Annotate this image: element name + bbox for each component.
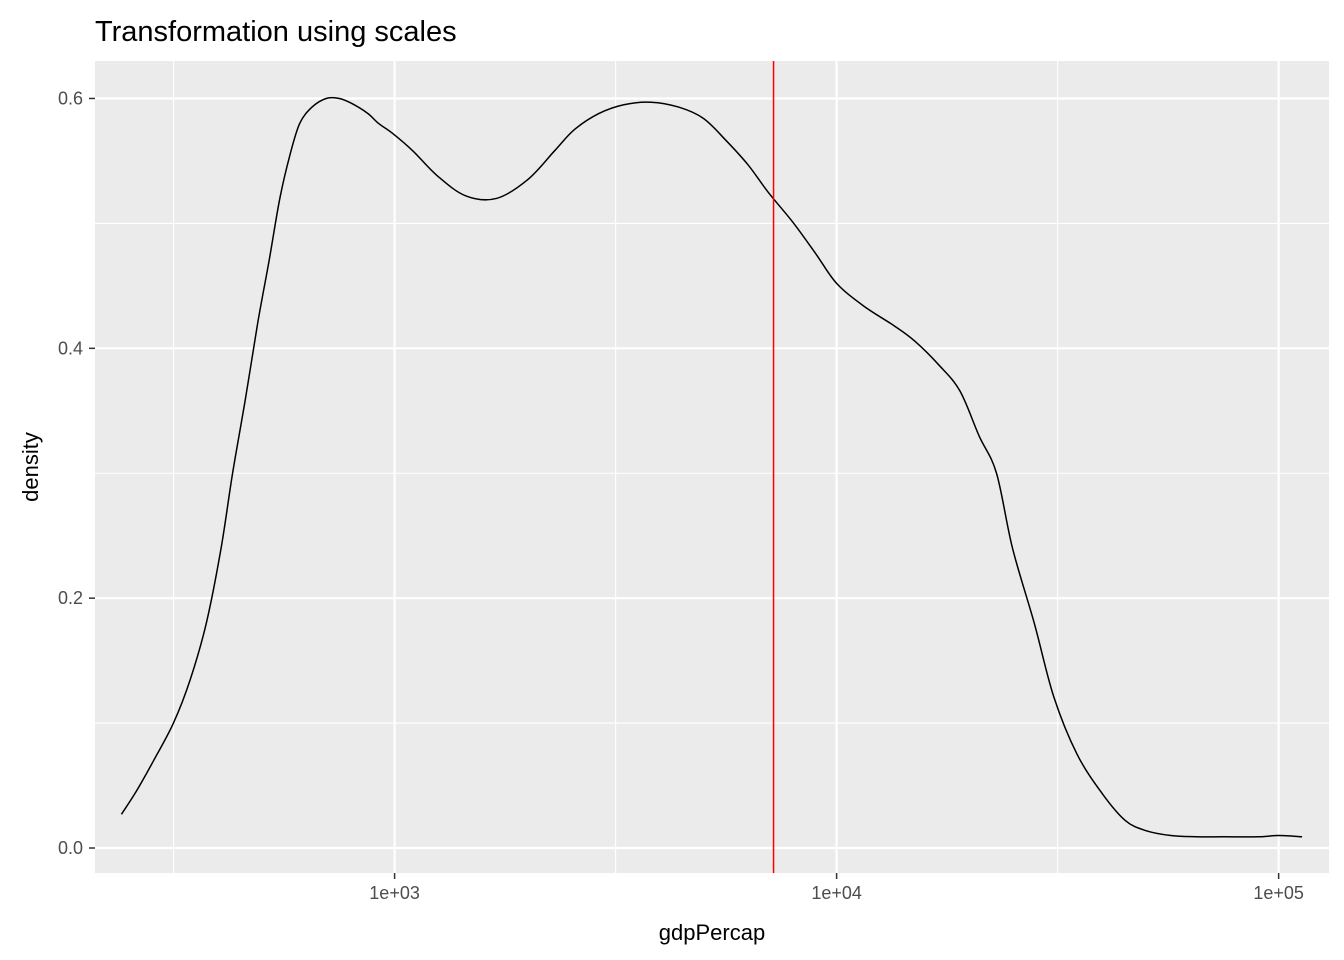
y-tick-label-2: 0.4 xyxy=(58,338,83,358)
x-tick-label-1: 1e+04 xyxy=(811,883,862,903)
x-tick-label-2: 1e+05 xyxy=(1253,883,1304,903)
chart-title: Transformation using scales xyxy=(95,16,457,48)
y-tick-label-1: 0.2 xyxy=(58,588,83,608)
density-curve-group xyxy=(120,96,1303,838)
y-tick-label-3: 0.6 xyxy=(58,88,83,108)
density-curve-line xyxy=(120,96,1303,838)
y-axis: 0.0 0.2 0.4 0.6 xyxy=(58,88,95,858)
y-axis-title: density xyxy=(18,432,43,502)
y-tick-label-0: 0.0 xyxy=(58,838,83,858)
minor-gridlines xyxy=(95,61,1329,873)
x-axis-title: gdpPercap xyxy=(659,920,765,945)
plot-panel xyxy=(95,61,1329,873)
major-gridlines xyxy=(95,61,1329,873)
x-axis: 1e+03 1e+04 1e+05 xyxy=(369,873,1304,903)
x-tick-label-0: 1e+03 xyxy=(369,883,420,903)
